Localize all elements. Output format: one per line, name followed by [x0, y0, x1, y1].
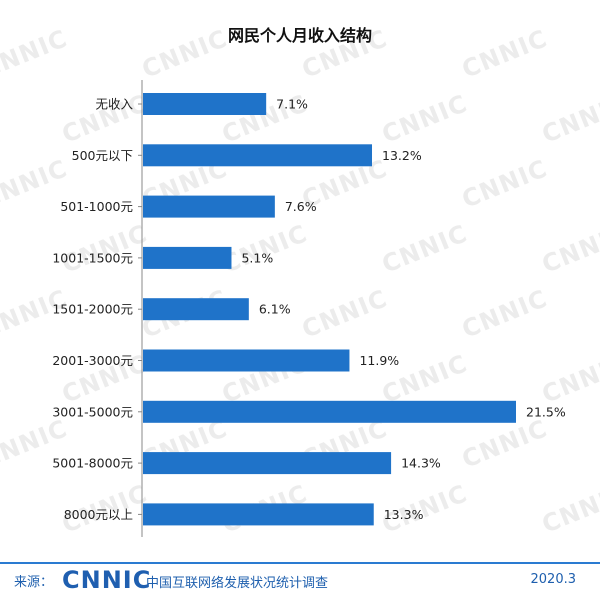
- bar: [143, 144, 373, 167]
- category-label: 1501-2000元: [52, 302, 133, 317]
- footer: 来源： CNNIC 中国互联网络发展状况统计调查 2020.3: [0, 566, 600, 599]
- organization-name: 中国互联网络发展状况统计调查: [146, 576, 329, 591]
- bar-chart: 无收入 7.1% 500元以下 13.2% 501-1000元 7.6% 1001-1500…: [52, 80, 566, 537]
- category-label: 8000元以上: [64, 507, 133, 522]
- value-label: 13.2%: [382, 148, 422, 163]
- value-label: 7.1%: [276, 97, 308, 112]
- category-label: 2001-3000元: [52, 353, 133, 368]
- category-label: 5001-8000元: [52, 456, 133, 471]
- value-label: 5.1%: [241, 250, 273, 265]
- bar: [143, 400, 516, 423]
- bar: [143, 349, 350, 372]
- footer-divider: [0, 562, 600, 564]
- value-label: 13.3%: [384, 507, 424, 522]
- publication-date: 2020.3: [530, 572, 577, 587]
- value-label: 6.1%: [259, 302, 291, 317]
- value-label: 14.3%: [401, 456, 441, 471]
- chart-title: 网民个人月收入结构: [227, 26, 372, 45]
- category-label: 3001-5000元: [52, 404, 133, 419]
- bar: [143, 93, 267, 115]
- value-label: 7.6%: [285, 199, 317, 214]
- bar: [143, 246, 232, 269]
- value-label: 11.9%: [359, 353, 399, 368]
- bar: [143, 195, 275, 218]
- category-label: 501-1000元: [60, 199, 133, 214]
- bar: [143, 503, 374, 526]
- bar: [143, 298, 249, 321]
- category-label: 1001-1500元: [52, 250, 133, 265]
- category-label: 500元以下: [72, 148, 133, 163]
- value-label: 21.5%: [526, 404, 566, 419]
- source-label: 来源：: [14, 575, 54, 590]
- category-label: 无收入: [95, 97, 133, 112]
- cnnic-logo: CNNIC: [62, 566, 152, 594]
- bar: [143, 452, 392, 475]
